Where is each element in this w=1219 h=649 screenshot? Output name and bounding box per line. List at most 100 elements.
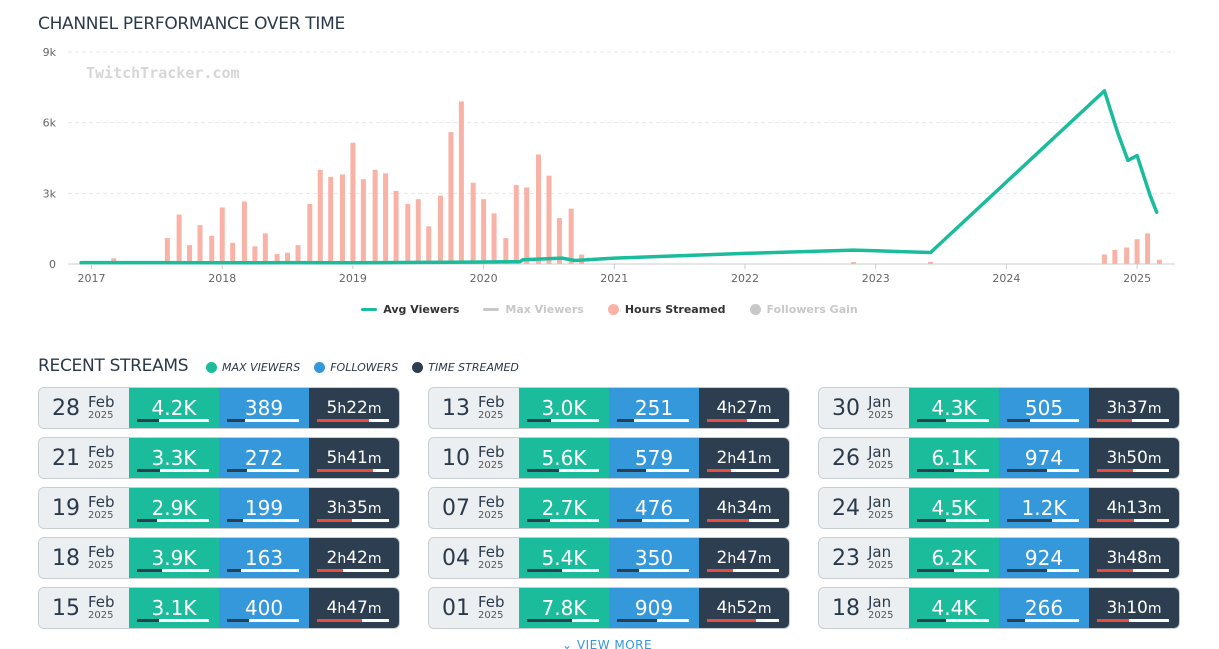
followers-bar xyxy=(1007,569,1079,572)
hours-streamed-bar[interactable] xyxy=(1156,259,1162,264)
stream-card[interactable]: 07 Feb 2025 2.7K 476 4h34m xyxy=(428,487,790,529)
stream-date: 15 Feb 2025 xyxy=(39,588,129,628)
stream-card[interactable]: 15 Feb 2025 3.1K 400 4h47m xyxy=(38,587,400,629)
hours-streamed-bar[interactable] xyxy=(176,214,182,264)
time-streamed-bar-fill xyxy=(317,619,362,622)
x-tick-label: 2023 xyxy=(862,272,890,285)
hours-streamed-bar[interactable] xyxy=(383,173,389,264)
recent-legend-item: MAX VIEWERS xyxy=(206,361,300,374)
hours-streamed-bar[interactable] xyxy=(372,169,378,264)
hours-streamed-bar[interactable] xyxy=(491,213,497,264)
time-streamed-bar-fill xyxy=(1097,619,1130,622)
time-streamed-bar xyxy=(1097,419,1169,422)
hours-streamed-bar[interactable] xyxy=(850,262,856,264)
view-more-link[interactable]: ⌄ VIEW MORE xyxy=(562,638,653,649)
legend-item-hours-streamed[interactable]: Hours Streamed xyxy=(607,300,726,318)
hours-streamed-bar[interactable] xyxy=(1101,254,1107,264)
stream-card[interactable]: 19 Feb 2025 2.9K 199 3h35m xyxy=(38,487,400,529)
hours-streamed-bar[interactable] xyxy=(350,142,356,264)
time-minutes-unit: m xyxy=(1147,601,1162,617)
legend-item-followers-gain[interactable]: Followers Gain xyxy=(749,300,858,318)
hours-streamed-bar[interactable] xyxy=(230,242,236,264)
hours-streamed-bar[interactable] xyxy=(393,190,399,264)
hours-streamed-bar[interactable] xyxy=(405,203,411,264)
max-viewers-bar-fill xyxy=(917,569,955,572)
recent-legend-item: FOLLOWERS xyxy=(314,361,398,374)
hours-streamed-bar[interactable] xyxy=(458,101,464,264)
hours-streamed-bar[interactable] xyxy=(307,203,313,264)
hours-streamed-bar[interactable] xyxy=(209,235,215,264)
stream-card[interactable]: 28 Feb 2025 4.2K 389 5h22m xyxy=(38,387,400,429)
hours-streamed-bar[interactable] xyxy=(197,225,203,264)
stream-card[interactable]: 01 Feb 2025 7.8K 909 4h52m xyxy=(428,587,790,629)
stream-card[interactable]: 30 Jan 2025 4.3K 505 3h37m xyxy=(818,387,1180,429)
hours-streamed-bar[interactable] xyxy=(1134,239,1140,264)
hours-streamed-bar[interactable] xyxy=(360,179,366,264)
hours-streamed-bar[interactable] xyxy=(470,182,476,264)
stream-card[interactable]: 18 Feb 2025 3.9K 163 2h42m xyxy=(38,537,400,579)
hours-streamed-bar[interactable] xyxy=(481,199,487,264)
hours-streamed-bar[interactable] xyxy=(448,132,454,264)
hours-streamed-bar[interactable] xyxy=(437,195,443,264)
hours-streamed-bar[interactable] xyxy=(1112,249,1118,264)
hours-streamed-bar[interactable] xyxy=(568,208,574,264)
hours-streamed-bar[interactable] xyxy=(274,254,280,264)
followers-bar xyxy=(227,419,299,422)
time-minutes: 47 xyxy=(736,548,758,568)
hours-streamed-bar[interactable] xyxy=(546,175,552,264)
hours-streamed-bar[interactable] xyxy=(339,174,345,264)
hours-streamed-bar[interactable] xyxy=(415,199,421,264)
legend-item-avg-viewers[interactable]: Avg Viewers xyxy=(361,300,459,318)
hours-streamed-bar[interactable] xyxy=(1145,233,1151,264)
max-viewers-bar-fill xyxy=(527,519,551,522)
hours-streamed-bar[interactable] xyxy=(164,238,170,264)
stream-card[interactable]: 18 Jan 2025 4.4K 266 3h10m xyxy=(818,587,1180,629)
time-streamed-bar-fill xyxy=(707,469,731,472)
stream-month-year: Feb 2025 xyxy=(478,495,505,521)
hours-streamed-bar[interactable] xyxy=(262,233,268,264)
time-streamed-cell: 4h34m xyxy=(699,488,789,528)
x-tick-label: 2022 xyxy=(731,272,759,285)
hours-streamed-bar[interactable] xyxy=(426,226,432,264)
stream-date: 18 Feb 2025 xyxy=(39,538,129,578)
hours-streamed-bar[interactable] xyxy=(536,154,542,264)
followers-cell: 163 xyxy=(219,538,309,578)
stream-day: 18 xyxy=(52,545,80,571)
followers-bar xyxy=(227,569,299,572)
hours-streamed-bar[interactable] xyxy=(556,218,562,264)
hours-streamed-bar[interactable] xyxy=(503,238,509,264)
avg-viewers-line[interactable] xyxy=(79,89,1159,265)
legend-item-max-viewers[interactable]: Max Viewers xyxy=(483,300,584,318)
stream-card[interactable]: 26 Jan 2025 6.1K 974 3h50m xyxy=(818,437,1180,479)
stream-year: 2025 xyxy=(478,510,504,521)
stream-month: Feb xyxy=(88,493,115,511)
time-minutes: 13 xyxy=(1126,498,1148,518)
hours-streamed-bar[interactable] xyxy=(317,169,323,264)
time-streamed-cell: 2h47m xyxy=(699,538,789,578)
stream-card[interactable]: 10 Feb 2025 5.6K 579 2h41m xyxy=(428,437,790,479)
hours-streamed-bar[interactable] xyxy=(328,176,334,264)
hours-streamed-bar[interactable] xyxy=(1124,247,1130,264)
hours-streamed-bar[interactable] xyxy=(928,261,934,264)
followers-cell: 476 xyxy=(609,488,699,528)
x-tick-label: 2018 xyxy=(208,272,236,285)
hours-streamed-bar[interactable] xyxy=(295,245,301,264)
stream-card[interactable]: 24 Jan 2025 4.5K 1.2K 4h13m xyxy=(818,487,1180,529)
recent-legend-label: MAX VIEWERS xyxy=(222,361,301,374)
stream-month-year: Jan 2025 xyxy=(868,395,893,421)
hours-streamed-bar[interactable] xyxy=(187,245,193,264)
stream-card[interactable]: 04 Feb 2025 5.4K 350 2h47m xyxy=(428,537,790,579)
stream-card[interactable]: 23 Jan 2025 6.2K 924 3h48m xyxy=(818,537,1180,579)
time-streamed-bar-fill xyxy=(317,469,374,472)
stream-card[interactable]: 13 Feb 2025 3.0K 251 4h27m xyxy=(428,387,790,429)
max-viewers-cell: 4.2K xyxy=(129,388,219,428)
hours-streamed-bar[interactable] xyxy=(252,246,258,264)
hours-streamed-bar[interactable] xyxy=(513,185,519,264)
hours-streamed-bar[interactable] xyxy=(219,207,225,264)
stream-day: 04 xyxy=(442,545,470,571)
max-viewers-bar xyxy=(527,469,599,472)
stream-card[interactable]: 21 Feb 2025 3.3K 272 5h41m xyxy=(38,437,400,479)
hours-streamed-bar[interactable] xyxy=(241,201,247,264)
hours-streamed-bar[interactable] xyxy=(524,187,530,264)
hours-streamed-bar[interactable] xyxy=(285,252,291,264)
